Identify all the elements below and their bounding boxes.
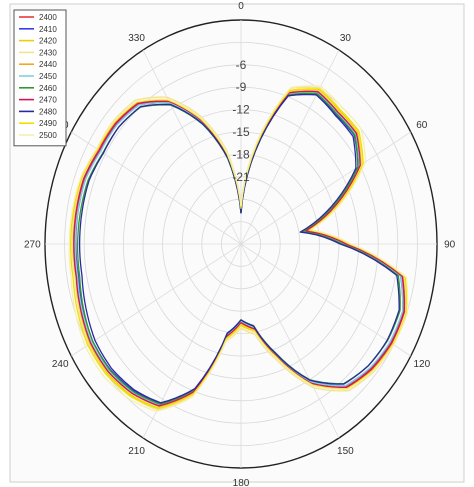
angle-tick-label: 180 [233,478,250,487]
angle-tick-label: 330 [128,33,145,44]
grid-spoke [71,243,242,357]
radial-tick-label: -21 [232,170,250,184]
grid-spoke [142,49,242,245]
angle-tick-label: 30 [340,33,352,44]
legend-label: 2490 [39,119,57,128]
legend-label: 2430 [39,48,57,57]
legend-label: 2400 [39,13,57,22]
angle-tick-label: 120 [413,359,430,370]
radial-tick-label: -9 [236,80,247,94]
legend-label: 2450 [39,72,57,81]
series-layer [68,85,409,413]
series-line-2470 [73,90,406,407]
legend-label: 2460 [39,84,57,93]
grid-spoke [240,49,340,245]
angle-tick-label: 210 [128,446,145,457]
radial-tick-label: -15 [232,125,250,139]
radial-tick-label: -12 [232,103,250,117]
legend-label: 2470 [39,96,57,105]
grid-spoke [240,131,411,245]
legend-label: 2410 [39,25,57,34]
legend-label: 2480 [39,107,57,116]
radial-tick-label: -6 [236,58,247,72]
axis-labels: 0306090120150180210240270300330-6-9-12-1… [24,1,456,487]
legend-label: 2420 [39,37,57,46]
angle-tick-label: 150 [337,446,354,457]
legend: 2400 2410 2420 2430 2440 2450 2460 2470 2480 2490… [13,9,67,147]
grid-spoke [240,243,411,357]
polar-grid [44,19,438,469]
grid-spoke [240,243,340,439]
angle-tick-label: 240 [52,359,69,370]
series-line-2480 [78,93,400,404]
angle-tick-label: 0 [238,1,244,12]
legend-label: 2500 [39,131,57,140]
chart-frame [9,3,465,483]
series-line-2490 [70,88,408,410]
angle-tick-label: 270 [24,240,41,251]
legend-label: 2440 [39,60,57,69]
angle-tick-label: 60 [416,120,428,131]
series-line-2500 [68,85,409,413]
angle-tick-label: 90 [444,240,456,251]
radial-tick-label: -18 [232,147,250,161]
